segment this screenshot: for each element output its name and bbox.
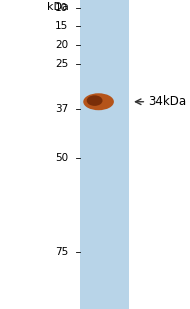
Text: 75: 75 [55,248,68,257]
Text: 10: 10 [55,2,68,13]
Text: 50: 50 [55,153,68,163]
Text: 37: 37 [55,104,68,114]
Text: 20: 20 [55,40,68,50]
Text: 34kDa: 34kDa [148,95,186,108]
Bar [80,0,129,309]
Text: 25: 25 [55,59,68,69]
Text: 15: 15 [55,21,68,32]
Ellipse shape [83,93,114,110]
Ellipse shape [87,95,103,106]
Text: kDa: kDa [47,2,68,12]
